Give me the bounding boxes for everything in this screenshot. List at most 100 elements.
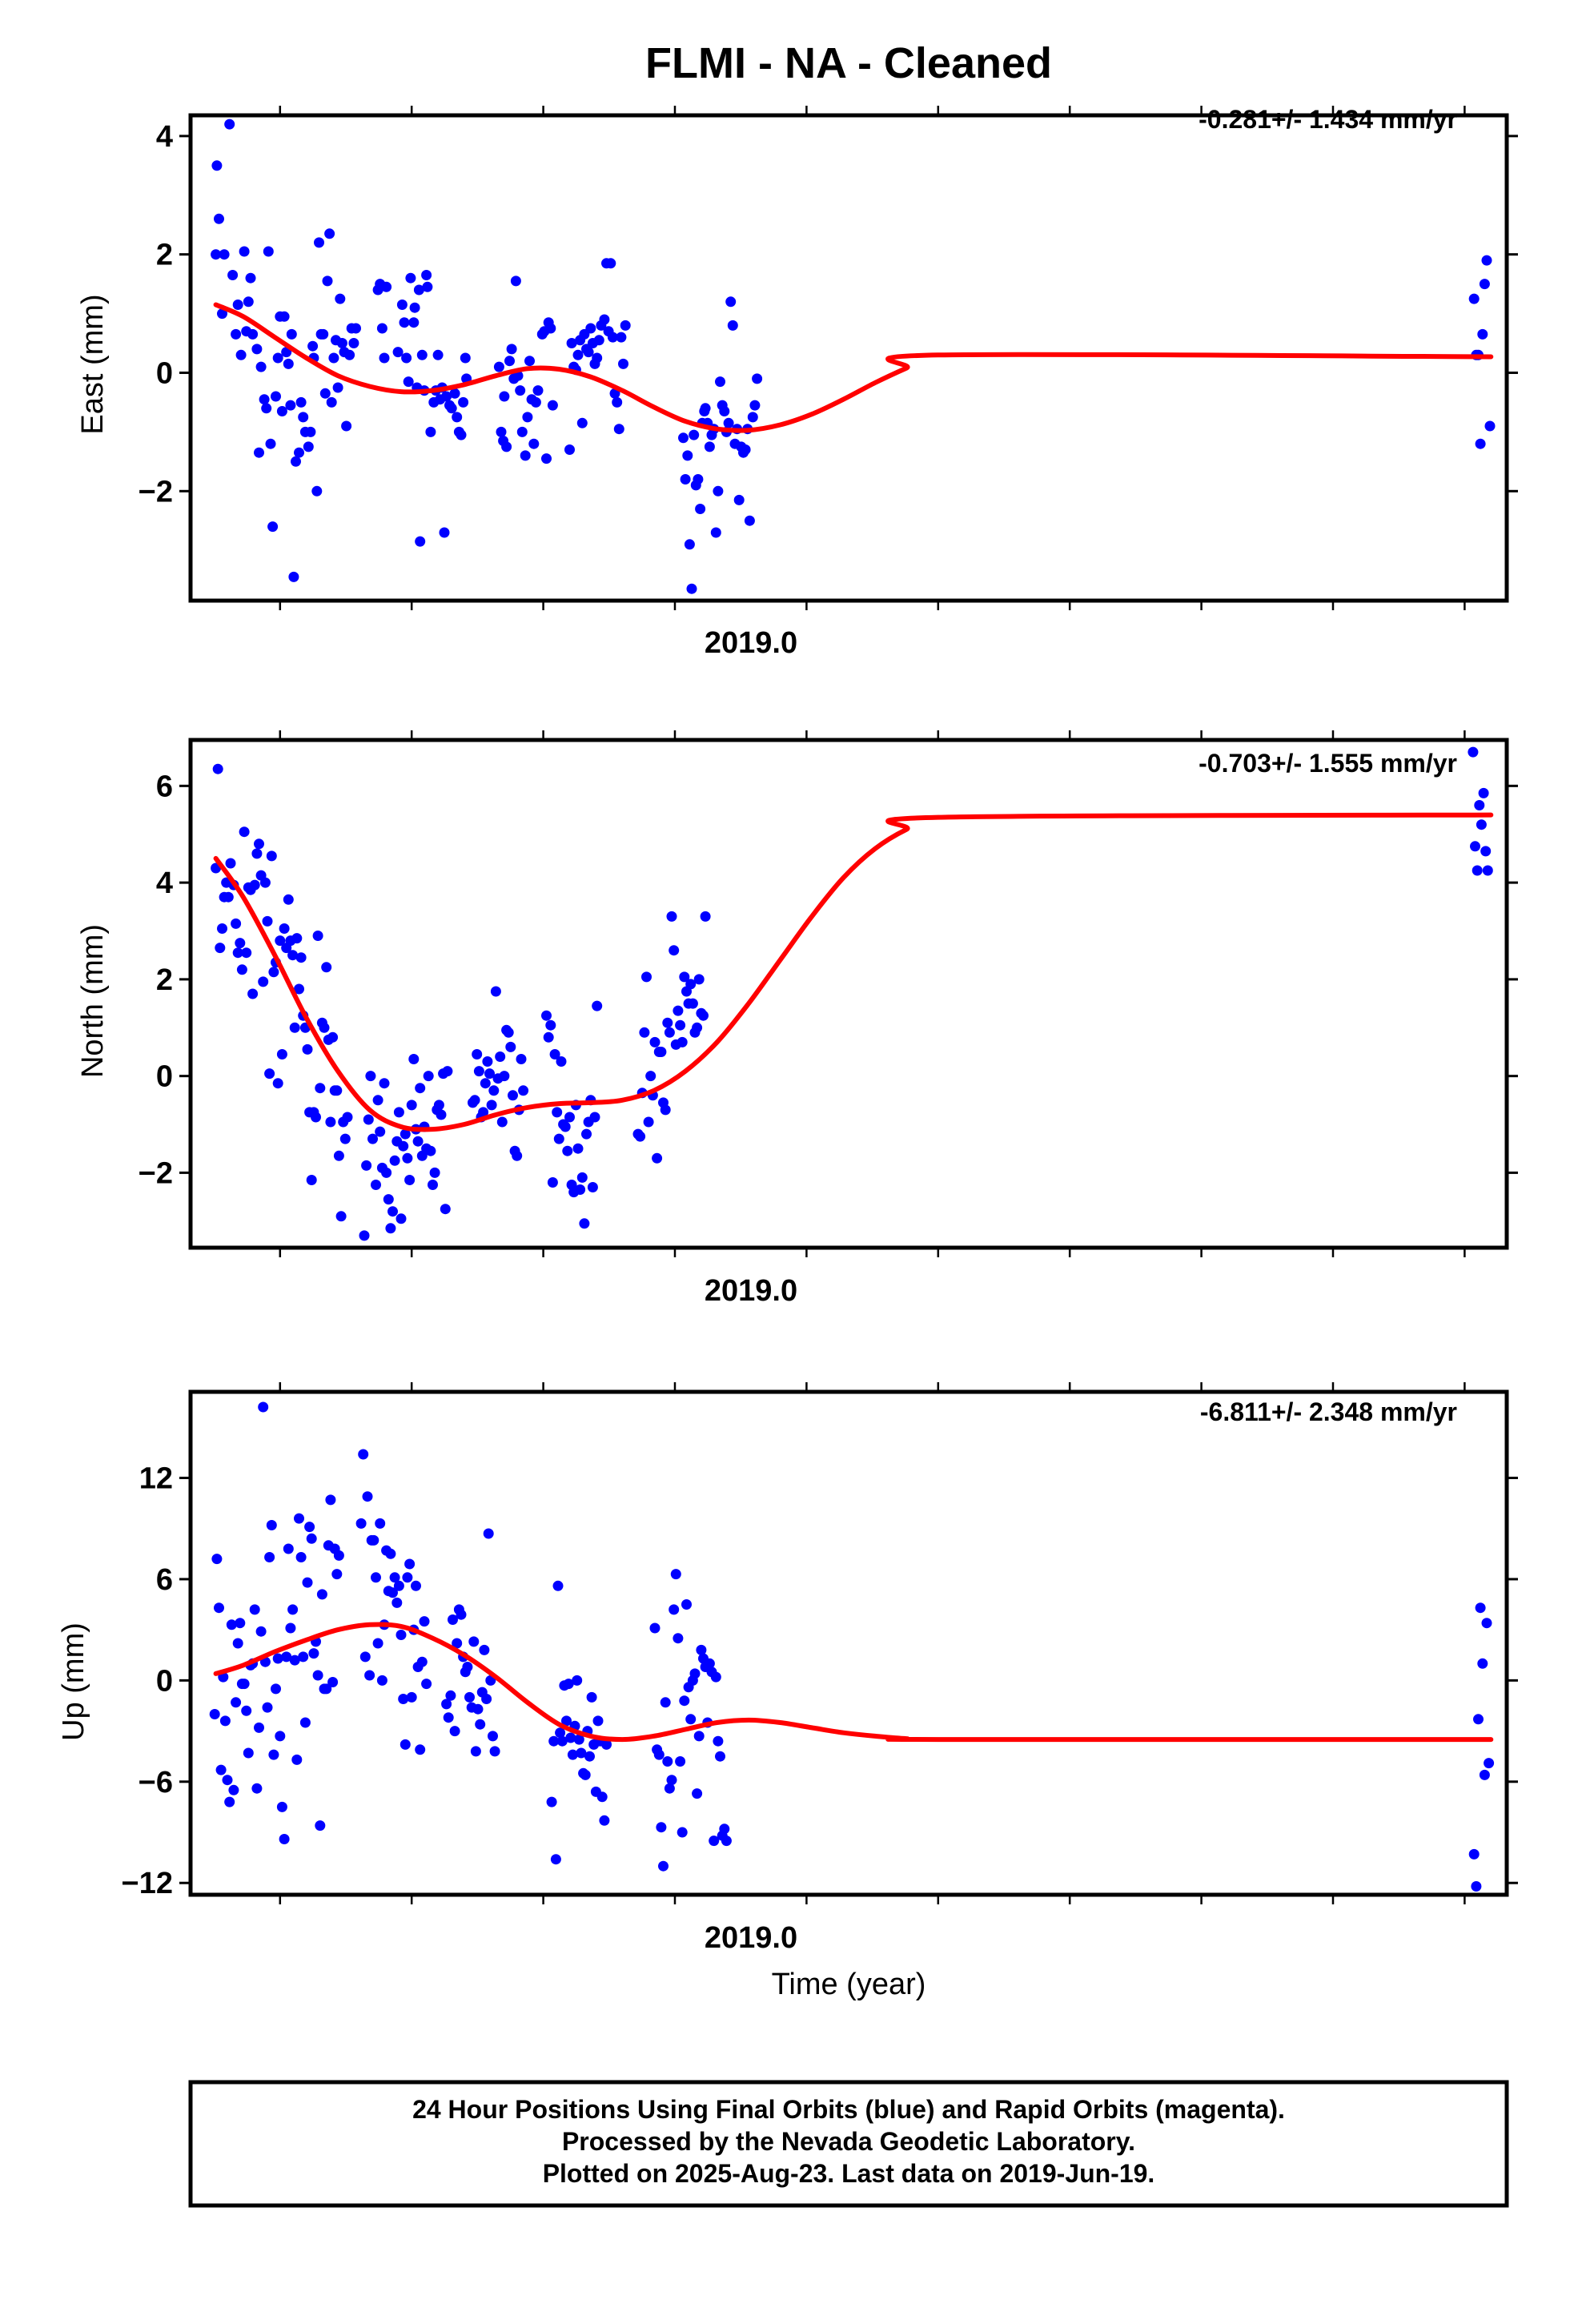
up-data-point-53 bbox=[321, 1683, 332, 1695]
north-data-point-7 bbox=[225, 858, 236, 869]
up-data-point-14 bbox=[239, 1679, 250, 1690]
up-data-point-55 bbox=[325, 1494, 336, 1506]
up-data-point-115 bbox=[489, 1746, 500, 1757]
east-data-point-170 bbox=[719, 406, 730, 416]
up-data-point-3 bbox=[215, 1764, 227, 1775]
north-data-point-132 bbox=[549, 1049, 560, 1059]
north-data-point-9 bbox=[231, 918, 242, 929]
east-data-point-168 bbox=[715, 376, 725, 388]
east-data-point-72 bbox=[408, 317, 420, 328]
north-data-point-65 bbox=[363, 1114, 374, 1125]
east-data-point-94 bbox=[456, 429, 467, 440]
east-data-point-190 bbox=[1477, 328, 1488, 340]
east-data-point-108 bbox=[515, 385, 526, 396]
east-y-tick-label-3: 4 bbox=[156, 120, 173, 154]
up-data-point-183 bbox=[1479, 1769, 1490, 1780]
up-data-point-95 bbox=[448, 1614, 458, 1625]
north-data-point-25 bbox=[264, 1068, 275, 1080]
north-data-point-186 bbox=[1468, 746, 1479, 758]
north-data-point-81 bbox=[398, 1140, 409, 1152]
east-data-point-185 bbox=[752, 373, 763, 384]
north-data-point-73 bbox=[381, 1167, 392, 1178]
up-data-point-60 bbox=[355, 1518, 367, 1529]
east-data-point-151 bbox=[680, 474, 691, 485]
up-data-point-116 bbox=[546, 1796, 557, 1807]
east-data-point-152 bbox=[682, 450, 693, 461]
north-data-point-27 bbox=[268, 967, 279, 978]
east-data-point-161 bbox=[700, 403, 711, 414]
up-data-point-74 bbox=[385, 1548, 396, 1559]
up-data-point-128 bbox=[572, 1675, 583, 1686]
up-data-point-130 bbox=[576, 1747, 587, 1759]
up-data-point-49 bbox=[312, 1670, 323, 1681]
north-data-point-192 bbox=[1480, 846, 1492, 857]
up-data-point-32 bbox=[276, 1801, 287, 1812]
up-data-point-26 bbox=[264, 1552, 275, 1562]
up-data-point-123 bbox=[561, 1715, 572, 1727]
up-data-point-126 bbox=[567, 1749, 578, 1760]
north-data-point-62 bbox=[342, 1112, 353, 1123]
up-plot-frame bbox=[188, 1389, 1509, 1897]
north-data-point-59 bbox=[335, 1211, 347, 1222]
east-data-point-17 bbox=[255, 361, 267, 372]
up-y-tick-label-3: 6 bbox=[156, 1563, 173, 1597]
east-data-point-84 bbox=[432, 349, 444, 360]
up-data-point-20 bbox=[251, 1783, 263, 1794]
up-fit-curve bbox=[213, 1622, 1494, 1743]
up-data-point-117 bbox=[548, 1735, 560, 1747]
up-data-point-174 bbox=[715, 1751, 725, 1762]
up-data-point-31 bbox=[275, 1731, 286, 1742]
up-data-point-124 bbox=[563, 1679, 574, 1690]
east-data-point-132 bbox=[583, 347, 594, 358]
east-data-point-6 bbox=[227, 270, 239, 280]
east-data-point-96 bbox=[460, 352, 471, 364]
up-data-point-76 bbox=[389, 1572, 400, 1583]
up-y-tick-label-2: 0 bbox=[156, 1664, 173, 1698]
east-data-point-150 bbox=[678, 432, 689, 444]
up-data-point-6 bbox=[222, 1775, 233, 1786]
footer-box: 24 Hour Positions Using Final Orbits (bl… bbox=[188, 2080, 1509, 2208]
north-data-point-193 bbox=[1482, 865, 1493, 876]
east-data-point-87 bbox=[439, 527, 450, 538]
north-data-point-69 bbox=[372, 1095, 383, 1106]
up-data-point-86 bbox=[411, 1580, 421, 1591]
north-data-point-124 bbox=[512, 1150, 523, 1161]
up-data-point-58 bbox=[331, 1569, 343, 1580]
north-data-point-133 bbox=[552, 1107, 563, 1118]
east-data-point-39 bbox=[305, 426, 316, 437]
north-data-point-17 bbox=[247, 988, 259, 999]
north-data-point-126 bbox=[516, 1054, 527, 1064]
east-data-point-64 bbox=[379, 352, 390, 364]
north-data-point-145 bbox=[576, 1172, 588, 1183]
east-data-point-142 bbox=[605, 258, 616, 269]
up-data-point-29 bbox=[271, 1683, 281, 1695]
up-data-point-7 bbox=[224, 1796, 235, 1807]
north-data-point-143 bbox=[572, 1143, 584, 1154]
north-data-point-95 bbox=[428, 1180, 438, 1190]
up-data-point-110 bbox=[479, 1644, 490, 1655]
up-data-point-5 bbox=[219, 1715, 231, 1727]
up-data-point-77 bbox=[391, 1597, 403, 1608]
east-data-point-33 bbox=[291, 456, 301, 467]
north-data-point-191 bbox=[1478, 787, 1489, 798]
east-data-point-103 bbox=[504, 356, 515, 367]
up-data-point-180 bbox=[1473, 1714, 1484, 1725]
north-x-tick-label-2019: 2019.0 bbox=[705, 1274, 797, 1308]
up-data-point-185 bbox=[1484, 1758, 1495, 1769]
east-data-point-183 bbox=[747, 412, 758, 423]
up-data-point-0 bbox=[209, 1709, 220, 1719]
east-data-point-10 bbox=[239, 246, 250, 257]
figure-title: FLMI - NA - Cleaned bbox=[645, 39, 1052, 87]
east-data-point-18 bbox=[259, 394, 270, 405]
up-data-point-149 bbox=[662, 1756, 673, 1767]
east-data-point-177 bbox=[733, 494, 745, 505]
east-data-point-129 bbox=[576, 417, 588, 428]
east-data-point-26 bbox=[276, 406, 287, 416]
east-data-point-124 bbox=[566, 338, 577, 348]
east-data-point-40 bbox=[307, 340, 319, 352]
east-data-point-53 bbox=[335, 293, 346, 304]
north-data-point-72 bbox=[379, 1078, 390, 1089]
east-data-point-32 bbox=[288, 571, 299, 582]
east-data-point-21 bbox=[265, 438, 276, 449]
up-data-point-151 bbox=[666, 1775, 677, 1786]
